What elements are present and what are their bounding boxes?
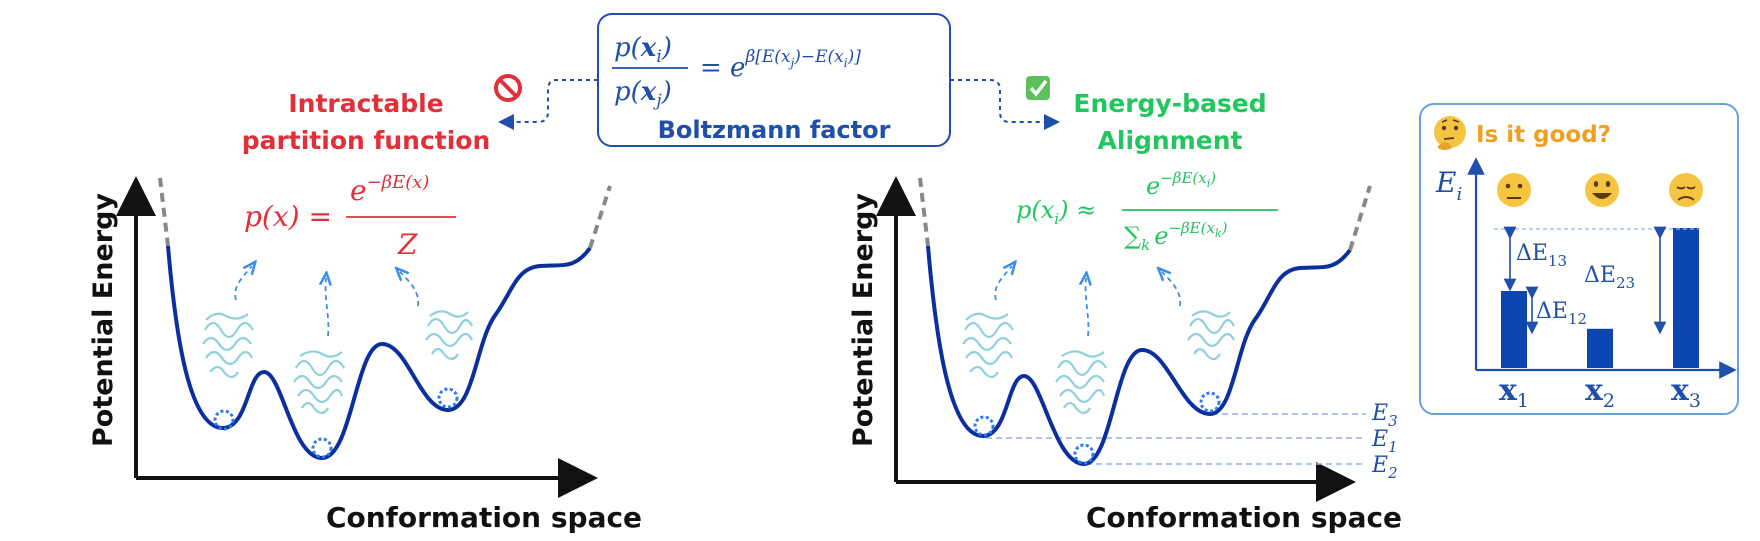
inset-title: Is it good? (1476, 122, 1611, 148)
left-minimum-3 (437, 387, 459, 409)
left-formula-den: Z (397, 228, 418, 261)
inset-bar-2 (1587, 328, 1613, 368)
right-minimum-2 (1073, 443, 1095, 465)
level-label-e3: E3 (1371, 401, 1398, 430)
level-label-e2: E2 (1371, 453, 1398, 482)
inset-y-label: Ei (1435, 166, 1462, 205)
boltzmann-den: p(xj) (614, 77, 672, 111)
right-up-arrow-1 (994, 266, 1012, 301)
delta-e23-label: ΔE23 (1584, 263, 1635, 292)
right-energy-curve (926, 245, 1352, 467)
right-protein-1 (962, 312, 1014, 379)
right-y-label: Potential Energy (848, 193, 879, 447)
delta-e12-label: ΔE12 (1536, 299, 1587, 328)
left-title-line2: partition function (242, 126, 491, 155)
right-minimum-1 (973, 415, 995, 437)
left-formula-lhs: p(x) = (244, 200, 332, 233)
bar-label-x3: x3 (1671, 373, 1701, 412)
right-up-arrow-2 (1086, 278, 1089, 337)
right-protein-2 (1055, 350, 1107, 415)
boltzmann-box: p(xi) p(xj) = eβ[E(xj)−E(xi)] Boltzmann … (597, 13, 951, 147)
left-minimum-1 (213, 409, 235, 431)
inset-bars (1501, 228, 1699, 368)
left-curve-dash-end (588, 185, 612, 249)
left-up-arrow-1 (234, 266, 252, 301)
boltzmann-rhs: = eβ[E(xj)−E(xi)] (700, 47, 861, 83)
connector-left (498, 79, 598, 130)
right-up-arrow-3 (1162, 272, 1182, 307)
right-curve-dash-start (918, 177, 930, 247)
right-formula-lhs: p(xi) ≈ (1016, 196, 1096, 228)
right-formula-num: e−βE(xi) (1146, 169, 1216, 200)
inset-panel: Is it good? Ei x1 x2 x3 ΔE13 (1419, 103, 1739, 415)
boltzmann-label: Boltzmann factor (658, 116, 891, 144)
delta-e13-label: ΔE13 (1516, 241, 1567, 270)
right-title-line2: Alignment (1098, 126, 1243, 155)
right-minimum-3 (1199, 391, 1221, 413)
thinking-face-icon (1434, 116, 1466, 150)
right-title-line1: Energy-based (1073, 89, 1266, 118)
right-x-label: Conformation space (1086, 501, 1402, 534)
level-label-e1: E1 (1371, 427, 1398, 456)
right-protein-3 (1187, 310, 1235, 361)
inset-bar-1 (1501, 291, 1527, 368)
right-panel: Energy-based Alignment p(xi) ≈ e−βE(xi) … (848, 76, 1402, 534)
boltzmann-num: p(xi) (614, 33, 672, 67)
left-up-arrow-3 (400, 272, 420, 307)
bar-label-x2: x2 (1585, 373, 1615, 412)
no-entry-icon (494, 74, 522, 102)
left-protein-3 (425, 310, 473, 361)
left-protein-1 (202, 312, 254, 379)
right-formula-den: ∑k e−βE(xk) (1124, 219, 1228, 254)
neutral-face-icon (1497, 173, 1531, 207)
left-formula-num: e−βE(x) (350, 172, 429, 207)
left-x-label: Conformation space (326, 501, 642, 534)
left-curve-dash-start (158, 177, 170, 247)
right-curve-dash-end (1348, 185, 1372, 251)
left-protein-2 (293, 350, 345, 415)
sad-face-icon (1669, 173, 1703, 207)
connector-right (950, 79, 1060, 130)
left-title-line1: Intractable (288, 89, 443, 118)
bar-label-x1: x1 (1499, 373, 1529, 412)
left-panel: Intractable partition function p(x) = e−… (88, 74, 642, 534)
left-up-arrow-2 (326, 278, 329, 337)
left-y-label: Potential Energy (88, 193, 119, 447)
left-minimum-2 (311, 437, 333, 459)
grinning-face-icon (1585, 173, 1619, 207)
check-mark-icon (1026, 76, 1050, 100)
inset-bar-3 (1673, 228, 1699, 368)
